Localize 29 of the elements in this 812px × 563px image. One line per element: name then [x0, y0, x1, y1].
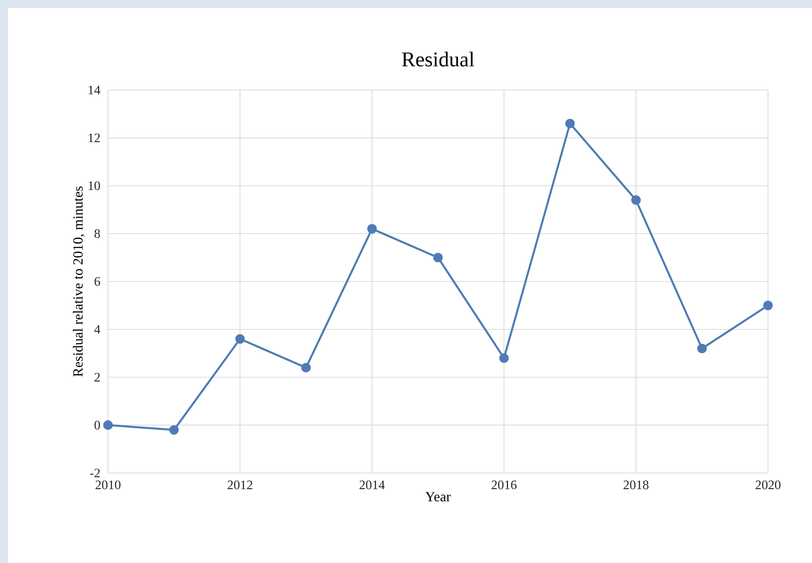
- x-tick-label: 2014: [360, 480, 385, 490]
- chart-title: Residual: [402, 52, 474, 66]
- y-tick-label: 14: [88, 86, 100, 94]
- y-tick-label: -2: [90, 468, 100, 478]
- x-tick-label: 2010: [96, 480, 120, 490]
- y-axis-title: Residual relative to 2010, minutes: [72, 186, 85, 377]
- point: [367, 224, 377, 234]
- point: [763, 300, 773, 310]
- point: [301, 362, 311, 372]
- point: [169, 425, 179, 435]
- point: [235, 334, 245, 344]
- y-tick-label: 6: [94, 277, 100, 286]
- point: [697, 344, 707, 354]
- y-tick-label: 2: [94, 372, 100, 382]
- point: [631, 195, 641, 205]
- x-tick-label: 2012: [228, 480, 252, 490]
- point: [433, 252, 443, 262]
- point: [103, 420, 113, 430]
- y-tick-label: 10: [88, 181, 100, 190]
- x-axis-title: Year: [425, 492, 451, 502]
- x-tick-label: 2018: [624, 480, 648, 490]
- y-tick-label: 12: [88, 134, 100, 142]
- y-tick-label: 8: [94, 229, 100, 238]
- y-tick-label: 0: [94, 420, 100, 430]
- x-tick-label: 2016: [492, 480, 517, 490]
- point: [565, 118, 575, 128]
- x-tick-label: 2020: [756, 480, 780, 490]
- point: [499, 353, 509, 363]
- y-tick-label: 4: [94, 325, 100, 334]
